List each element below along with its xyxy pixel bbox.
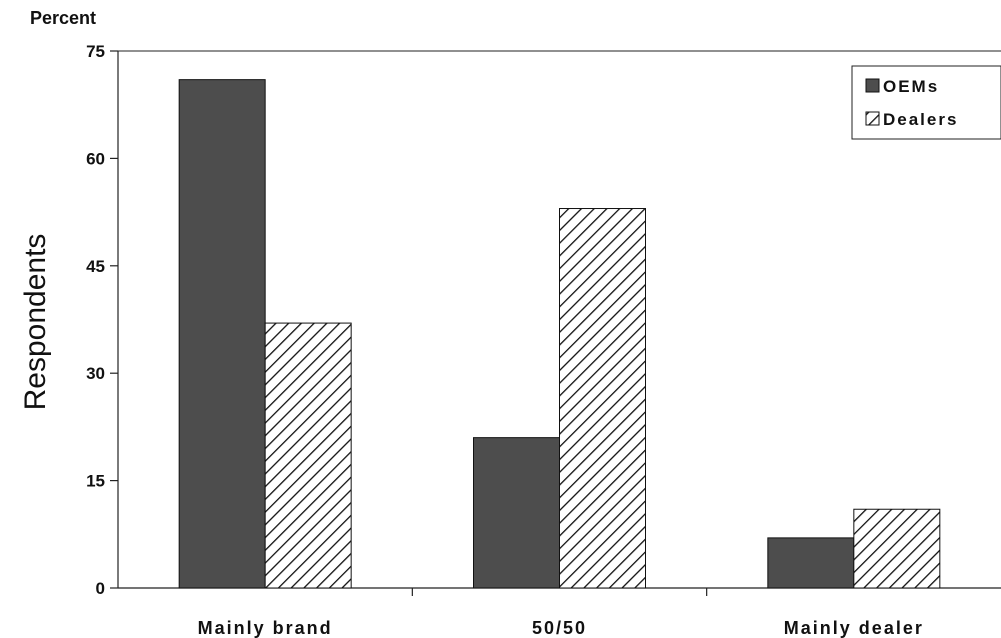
legend-swatch-oems <box>865 78 880 93</box>
y-tick-label: 60 <box>86 149 105 168</box>
legend-swatch-dealers <box>865 111 880 126</box>
plot-area: 0 15 30 45 60 75 Mainly brand 50/50 Mainly deale… <box>86 42 1001 638</box>
y-tick-label: 0 <box>96 579 105 598</box>
y-tick-label: 15 <box>86 472 105 491</box>
bar-oems-1 <box>473 437 560 589</box>
y-tick-label: 75 <box>86 42 105 61</box>
legend-box <box>851 65 1001 140</box>
legend-label-oems: OEMs <box>883 77 939 96</box>
y-tick-label: 30 <box>86 364 105 383</box>
bar-oems-0 <box>178 79 266 589</box>
y-axis-label: Respondents <box>19 234 52 411</box>
legend-label-dealers: Dealers <box>883 110 958 129</box>
x-tick-label: Mainly brand <box>198 618 333 638</box>
x-tick-label: Mainly dealer <box>784 618 924 638</box>
bar-dealers-2 <box>853 508 941 589</box>
bar-dealers-0 <box>264 322 352 589</box>
bar-oems-2 <box>767 537 855 589</box>
bar-dealers-1 <box>559 208 646 589</box>
y-unit-label: Percent <box>30 8 96 28</box>
x-tick-label: 50/50 <box>532 618 587 638</box>
legend: OEMs Dealers <box>851 65 1001 140</box>
y-tick-label: 45 <box>86 257 105 276</box>
